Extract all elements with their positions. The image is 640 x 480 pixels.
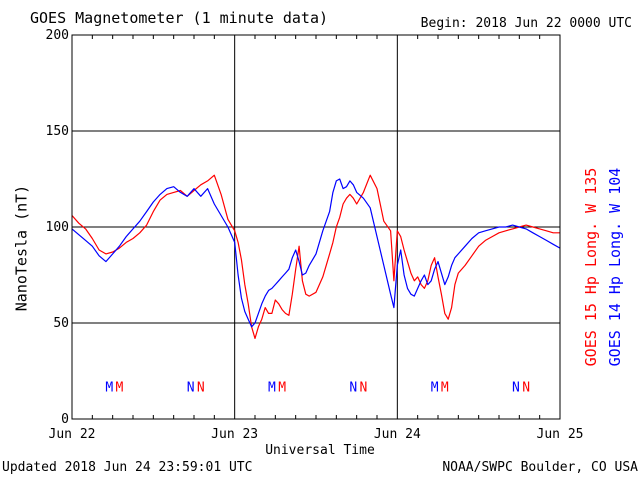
series-line-goes15 [71,174,560,339]
annotation-marker: M [278,380,286,395]
annotation-marker: M [105,380,113,395]
y-tick-label: 50 [53,316,69,331]
annotation-marker: N [522,380,530,395]
x-tick-label: Jun 25 [537,427,584,442]
x-tick-label: Jun 24 [374,427,421,442]
x-tick-label: Jun 22 [49,427,96,442]
annotation-marker: N [197,380,205,395]
y-tick-label: 200 [46,28,69,43]
x-axis-label: Universal Time [265,443,375,458]
annotation-marker: M [268,380,276,395]
y-tick-label: 0 [61,412,69,427]
begin-time-label: Begin: 2018 Jun 22 0000 UTC [420,16,632,31]
annotation-marker: N [349,380,357,395]
annotation-marker: M [431,380,439,395]
y-tick-label: 150 [46,124,69,139]
annotation-marker: N [187,380,195,395]
y-tick-label: 100 [46,220,69,235]
annotation-marker: N [512,380,520,395]
credit-label: NOAA/SWPC Boulder, CO USA [442,460,638,475]
annotation-marker: M [116,380,124,395]
plot-frame [71,34,561,420]
annotation-marker: M [441,380,449,395]
chart-title: GOES Magnetometer (1 minute data) [30,9,329,27]
series-line-goes14 [71,178,561,328]
updated-timestamp: Updated 2018 Jun 24 23:59:01 UTC [2,460,253,475]
annotation-marker: N [360,380,368,395]
x-tick-label: Jun 23 [211,427,258,442]
